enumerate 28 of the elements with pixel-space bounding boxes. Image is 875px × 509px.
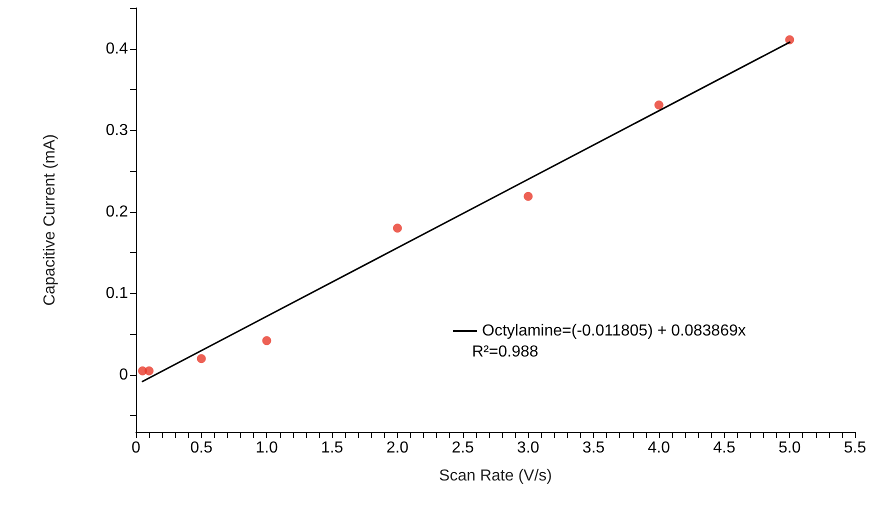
point <box>144 366 154 376</box>
y-tick-label: 0.4 <box>106 40 128 58</box>
x-tick-label: 2.0 <box>386 440 409 456</box>
point <box>262 336 272 346</box>
x-tick-label: 2.5 <box>452 440 474 456</box>
point <box>392 224 402 233</box>
y-tick-label: 0.2 <box>106 203 128 220</box>
x-tick-label: 5.5 <box>844 440 866 456</box>
point <box>524 192 533 201</box>
x-tick-label: 3.0 <box>517 440 540 456</box>
legend-label: Octylamine=(-0.011805) + 0.083869x <box>482 322 746 340</box>
x-axis-title: Scan Rate (V/s) <box>439 468 552 484</box>
x-tick-label: 5.0 <box>778 440 801 456</box>
x-tick-label: 0.5 <box>190 440 213 456</box>
x-tick-label: 4.5 <box>713 440 736 456</box>
x-tick-label: 1.5 <box>320 440 344 456</box>
annotation: R²=0.988 <box>472 344 538 360</box>
point <box>654 100 664 110</box>
x-tick-label: 4.0 <box>648 440 670 456</box>
x-tick-label: 0 <box>132 440 141 456</box>
y-tick-label: 0 <box>119 366 128 384</box>
y-tick-label: 0.3 <box>106 122 128 139</box>
x-tick-label: 3.5 <box>582 440 605 456</box>
y-tick-label: 0.1 <box>106 284 128 302</box>
x-tick-label: 1.0 <box>256 440 278 456</box>
y-axis-title: Capacitive Current (mA) <box>42 134 58 306</box>
point <box>785 35 794 44</box>
point <box>196 354 206 364</box>
